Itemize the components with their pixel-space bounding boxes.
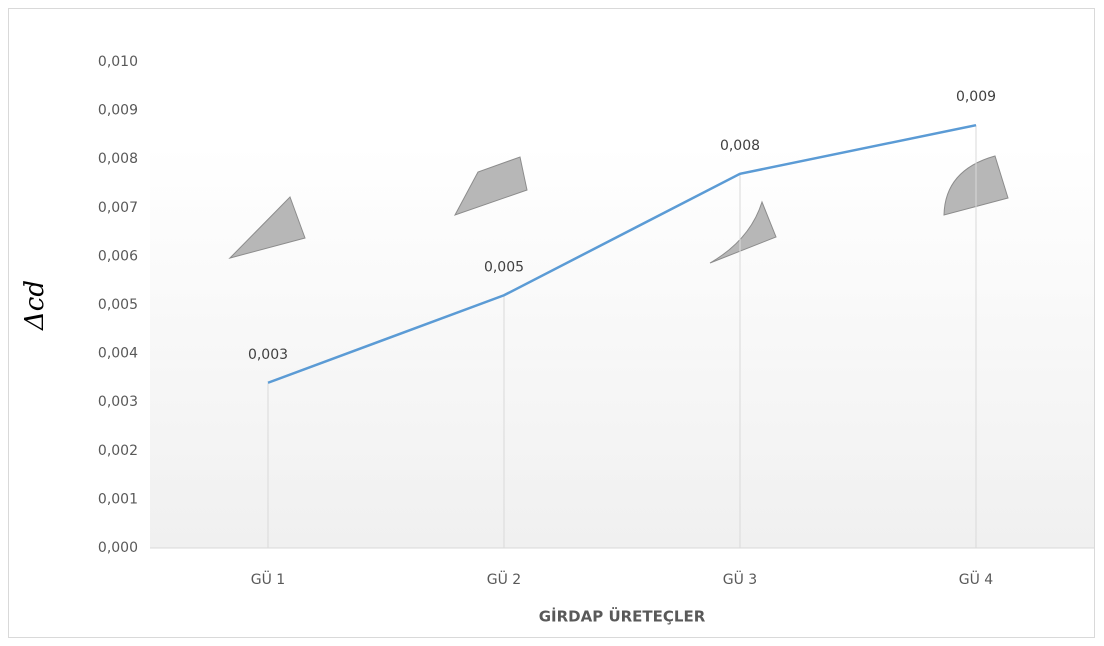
y-tick-label: 0,006 (98, 248, 138, 264)
data-label: 0,005 (484, 259, 524, 275)
icon-gu2 (453, 156, 528, 216)
y-axis-title: Δcd (20, 280, 50, 331)
data-label: 0,009 (956, 89, 996, 105)
y-tick-label: 0,002 (98, 443, 138, 459)
y-tick-label: 0,003 (98, 394, 138, 410)
y-tick-label: 0,007 (98, 200, 138, 216)
line (267, 123, 977, 384)
y-tick-label: 0,005 (98, 297, 138, 313)
y-tick-label: 0,004 (98, 346, 138, 362)
x-tick-label: GÜ 3 (723, 570, 757, 588)
plot-background (150, 145, 1094, 548)
y-tick-label: 0,010 (98, 54, 138, 70)
icon-gu3 (709, 200, 777, 264)
icon-gu1 (228, 196, 306, 259)
x-tick-label: GÜ 4 (959, 570, 994, 588)
y-tick-label: 0,009 (98, 103, 138, 119)
x-axis-title: GİRDAP ÜRETEÇLER (539, 607, 706, 626)
data-label: 0,003 (248, 347, 288, 363)
data-label: 0,008 (720, 138, 760, 154)
x-tick-label: GÜ 2 (487, 570, 521, 588)
y-tick-label: 0,000 (98, 540, 138, 556)
y-tick-label: 0,008 (98, 151, 138, 167)
y-tick-label: 0,001 (98, 491, 138, 507)
x-tick-label: GÜ 1 (251, 570, 285, 588)
